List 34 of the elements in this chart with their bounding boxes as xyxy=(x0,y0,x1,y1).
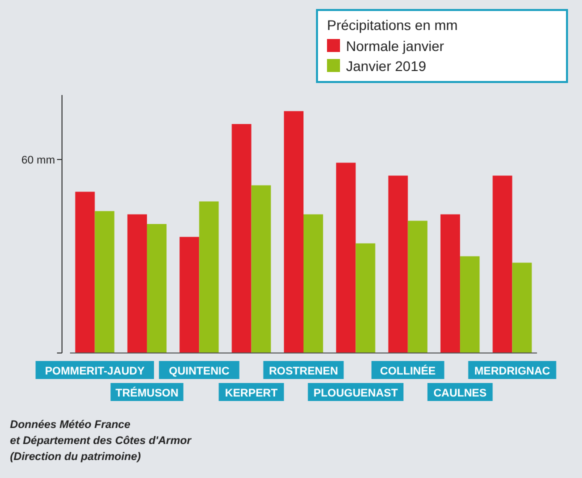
text: Données Météo France xyxy=(10,419,130,431)
bar xyxy=(304,214,324,353)
bar xyxy=(512,262,532,353)
x-tick-label: CAULNES xyxy=(433,388,487,400)
x-tick-label: POMMERIT-JAUDY xyxy=(44,366,146,378)
bar xyxy=(284,111,304,353)
bar xyxy=(146,224,167,353)
legend-label: Normale janvier xyxy=(346,38,444,54)
x-tick-label: MERDRIGNAC xyxy=(474,366,550,378)
bar xyxy=(232,124,252,353)
bar xyxy=(460,256,480,353)
x-tick-label: TRÉMUSON xyxy=(115,386,178,400)
bar xyxy=(408,220,428,353)
bar xyxy=(251,185,271,353)
bar xyxy=(388,176,408,353)
legend-label: Janvier 2019 xyxy=(346,58,426,74)
x-tick-label: QUINTENIC xyxy=(168,366,230,378)
bar xyxy=(440,214,460,353)
bar xyxy=(180,236,200,353)
y-tick-label: 60 mm xyxy=(21,154,55,166)
bar xyxy=(127,214,147,353)
legend-title: Précipitations en mm xyxy=(327,17,458,33)
text: et Département des Côtes d'Armor xyxy=(10,435,192,447)
bar xyxy=(336,162,356,353)
bar xyxy=(199,201,219,353)
x-tick-label: ROSTRENEN xyxy=(268,366,338,378)
x-tick-label: COLLINÉE xyxy=(380,364,436,378)
bar xyxy=(492,176,512,353)
bar xyxy=(356,243,376,353)
bar xyxy=(75,192,95,353)
text: (Direction du patrimoine) xyxy=(10,451,142,463)
x-tick-label: PLOUGUENAST xyxy=(314,388,398,400)
bar xyxy=(94,211,114,353)
x-tick-label: KERPERT xyxy=(225,388,278,400)
